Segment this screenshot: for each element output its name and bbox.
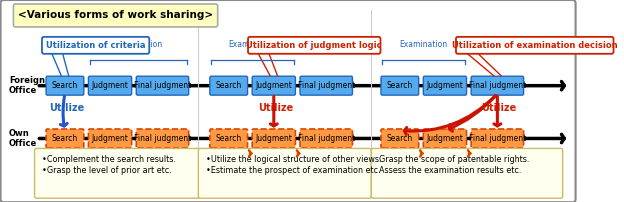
Text: Utilize: Utilize — [258, 103, 293, 113]
FancyBboxPatch shape — [300, 76, 353, 95]
Text: Search: Search — [215, 134, 242, 143]
FancyBboxPatch shape — [471, 129, 524, 148]
Text: Search: Search — [52, 81, 78, 90]
Text: Judgment: Judgment — [426, 134, 464, 143]
Text: Utilization of judgment logic: Utilization of judgment logic — [246, 41, 382, 50]
FancyBboxPatch shape — [136, 129, 188, 148]
Text: <Various forms of work sharing>: <Various forms of work sharing> — [18, 11, 213, 20]
FancyBboxPatch shape — [136, 76, 188, 95]
Text: Judgment: Judgment — [255, 134, 292, 143]
FancyBboxPatch shape — [42, 37, 149, 54]
Text: •Complement the search results.
•Grasp the level of prior art etc.: •Complement the search results. •Grasp t… — [42, 155, 176, 175]
Text: Examination: Examination — [228, 40, 276, 49]
FancyBboxPatch shape — [89, 129, 132, 148]
Text: Examination: Examination — [114, 40, 163, 49]
FancyBboxPatch shape — [252, 76, 295, 95]
FancyBboxPatch shape — [46, 129, 84, 148]
Text: Judgment: Judgment — [92, 81, 129, 90]
Text: Foreign
Office: Foreign Office — [9, 76, 45, 95]
FancyBboxPatch shape — [210, 129, 248, 148]
Text: Grasp the scope of patentable rights.
Assess the examination results etc.: Grasp the scope of patentable rights. As… — [379, 155, 529, 175]
FancyBboxPatch shape — [14, 4, 218, 27]
Text: Own
Office: Own Office — [9, 129, 37, 148]
FancyBboxPatch shape — [423, 76, 467, 95]
Text: Utilization of criteria: Utilization of criteria — [46, 41, 145, 50]
Text: Search: Search — [387, 134, 413, 143]
FancyBboxPatch shape — [248, 37, 381, 54]
FancyBboxPatch shape — [198, 148, 371, 198]
FancyBboxPatch shape — [423, 129, 467, 148]
Text: Judgment: Judgment — [426, 81, 464, 90]
FancyBboxPatch shape — [89, 76, 132, 95]
Text: Final judgment: Final judgment — [298, 134, 355, 143]
Text: Search: Search — [215, 81, 242, 90]
Text: Search: Search — [52, 134, 78, 143]
FancyBboxPatch shape — [381, 76, 419, 95]
FancyBboxPatch shape — [210, 76, 248, 95]
FancyBboxPatch shape — [1, 0, 575, 202]
Text: Final judgment: Final judgment — [134, 134, 191, 143]
Text: Utilize: Utilize — [482, 103, 517, 113]
Text: Utilize: Utilize — [49, 103, 84, 113]
FancyBboxPatch shape — [381, 129, 419, 148]
Text: Judgment: Judgment — [92, 134, 129, 143]
Text: Judgment: Judgment — [255, 81, 292, 90]
Text: Utilization of examination decision: Utilization of examination decision — [452, 41, 618, 50]
Text: Final judgment: Final judgment — [469, 134, 526, 143]
Text: Search: Search — [387, 81, 413, 90]
FancyBboxPatch shape — [300, 129, 353, 148]
Text: Examination: Examination — [400, 40, 448, 49]
Text: Final judgment: Final judgment — [469, 81, 526, 90]
FancyBboxPatch shape — [252, 129, 295, 148]
FancyBboxPatch shape — [456, 37, 613, 54]
FancyBboxPatch shape — [471, 76, 524, 95]
FancyBboxPatch shape — [34, 148, 200, 198]
Text: Final judgment: Final judgment — [298, 81, 355, 90]
FancyBboxPatch shape — [371, 148, 563, 198]
FancyBboxPatch shape — [46, 76, 84, 95]
Text: Final judgment: Final judgment — [134, 81, 191, 90]
Text: •Utilize the logical structure of other views.
•Estimate the prospect of examina: •Utilize the logical structure of other … — [206, 155, 381, 175]
